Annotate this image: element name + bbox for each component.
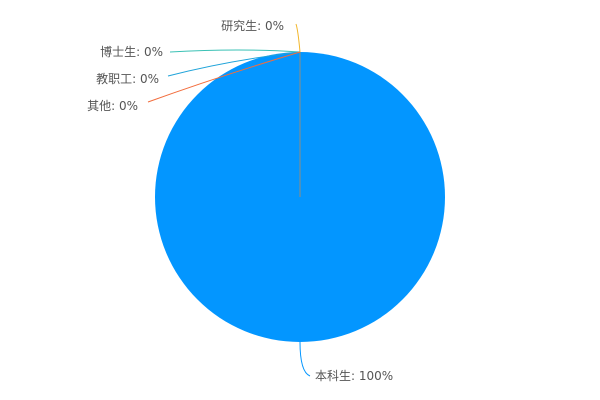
pie-slices <box>155 52 445 342</box>
slice-labels: 本科生: 100% 研究生: 0% 博士生: 0% 教职工: 0% 其他: 0% <box>87 18 393 383</box>
slice-label-5: 其他: 0% <box>87 99 138 113</box>
leader-line-4 <box>167 51 301 77</box>
leader-line-1 <box>299 341 311 377</box>
leader-line-2 <box>295 23 301 53</box>
leader-line-5 <box>147 51 301 103</box>
slice-label-4: 教职工: 0% <box>96 71 159 86</box>
slice-label-3: 博士生: 0% <box>100 44 163 59</box>
slice-label-2: 研究生: 0% <box>221 18 284 33</box>
leader-lines <box>147 23 311 377</box>
slice-label-1: 本科生: 100% <box>315 369 393 383</box>
leader-line-3 <box>169 49 301 53</box>
